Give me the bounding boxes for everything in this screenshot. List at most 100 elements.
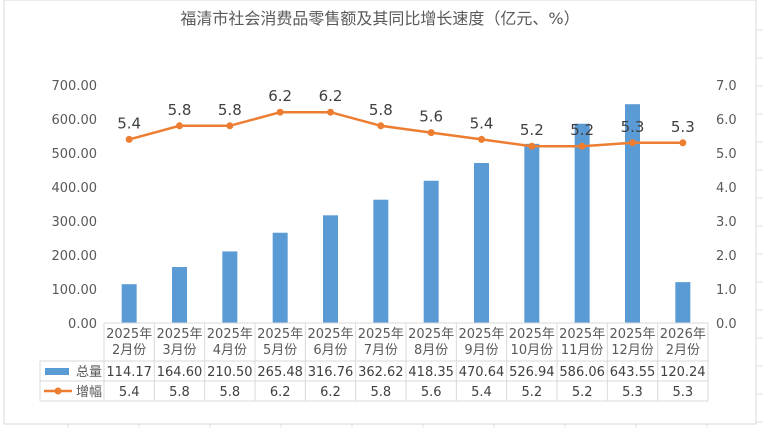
category-label: 2025年 — [106, 327, 152, 342]
bar-value-cell: 470.64 — [459, 365, 505, 380]
growth-point — [377, 122, 385, 130]
bar-value-cell: 114.17 — [106, 365, 152, 380]
bar — [675, 282, 691, 323]
category-label: 2025年 — [408, 327, 454, 342]
growth-data-label: 6.2 — [319, 87, 343, 105]
category-label: 4月份 — [213, 343, 247, 358]
growth-data-label: 5.3 — [671, 118, 695, 136]
left-tick-label: 500.00 — [52, 147, 98, 162]
growth-point — [226, 122, 234, 130]
growth-point — [176, 122, 183, 130]
category-label: 2025年 — [156, 327, 202, 342]
legend-key-bar — [45, 368, 69, 375]
bar — [121, 284, 137, 323]
bar — [474, 162, 489, 323]
bar-value-cell: 316.76 — [308, 365, 354, 380]
growth-value-cell: 5.8 — [370, 385, 391, 400]
growth-point — [578, 142, 586, 150]
category-label: 2025年 — [358, 327, 404, 342]
bar-value-cell: 265.48 — [257, 365, 303, 380]
bar — [524, 143, 540, 323]
growth-value-cell: 5.8 — [219, 385, 240, 400]
bar-value-cell: 586.06 — [559, 365, 605, 380]
growth-value-cell: 5.6 — [421, 385, 442, 400]
category-label: 7月份 — [364, 343, 398, 358]
growth-data-label: 5.8 — [168, 101, 192, 119]
growth-data-label: 5.8 — [218, 101, 242, 119]
category-label: 3月份 — [162, 343, 196, 358]
right-tick-label: 7.0 — [716, 79, 737, 94]
growth-data-label: 5.4 — [470, 114, 494, 132]
growth-value-cell: 5.2 — [572, 385, 593, 400]
right-tick-label: 3.0 — [716, 215, 737, 230]
growth-point — [327, 108, 334, 116]
category-label: 9月份 — [464, 343, 498, 358]
bar-value-cell: 164.60 — [157, 365, 203, 380]
category-label: 2月份 — [666, 343, 700, 358]
bar-value-cell: 526.94 — [509, 365, 555, 380]
bar — [172, 267, 187, 323]
category-label: 2025年 — [307, 327, 353, 342]
growth-line — [128, 110, 683, 148]
growth-point — [679, 139, 687, 147]
category-label: 2月份 — [112, 343, 146, 358]
left-tick-label: 200.00 — [52, 249, 98, 264]
growth-point — [478, 135, 485, 143]
growth-data-label: 5.2 — [520, 121, 544, 139]
left-tick-label: 600.00 — [52, 113, 98, 128]
growth-data-label: 5.3 — [621, 118, 645, 136]
bar — [423, 180, 439, 323]
growth-data-label: 5.6 — [419, 108, 443, 126]
growth-value-cell: 5.4 — [471, 385, 492, 400]
growth-value-cell: 6.2 — [320, 385, 341, 400]
chart-title: 福清市社会消费品零售额及其同比增长速度（亿元、%） — [180, 9, 579, 28]
category-label: 6月份 — [313, 343, 347, 358]
left-tick-label: 0.00 — [68, 317, 97, 332]
bar — [373, 199, 389, 323]
legend-label: 增幅 — [76, 385, 102, 400]
spreadsheet-grid — [67, 29, 763, 428]
left-tick-label: 300.00 — [52, 215, 98, 230]
bar-value-cell: 362.62 — [358, 365, 404, 380]
category-label: 11月份 — [561, 343, 604, 358]
growth-value-cell: 5.3 — [622, 385, 643, 400]
growth-data-label: 5.2 — [570, 121, 594, 139]
category-label: 2026年 — [660, 327, 706, 342]
bar — [574, 123, 590, 324]
right-tick-label: 0.0 — [716, 317, 737, 332]
left-tick-label: 400.00 — [52, 181, 98, 196]
growth-value-cell: 5.2 — [521, 385, 542, 400]
category-label: 2025年 — [257, 327, 303, 342]
bar — [272, 232, 288, 323]
growth-point — [276, 108, 284, 116]
category-label: 2025年 — [609, 327, 655, 342]
right-tick-label: 1.0 — [716, 283, 737, 298]
category-label: 12月份 — [611, 343, 654, 358]
growth-point — [528, 142, 536, 150]
growth-value-cell: 5.3 — [672, 385, 693, 400]
bar-value-cell: 210.50 — [207, 365, 253, 380]
category-label: 2025年 — [458, 327, 504, 342]
bar — [625, 104, 640, 324]
left-tick-label: 700.00 — [52, 79, 98, 94]
right-tick-label: 2.0 — [716, 249, 737, 264]
bar — [323, 215, 338, 323]
growth-point — [427, 129, 435, 137]
legend-key-marker — [54, 387, 62, 395]
growth-data-label: 5.8 — [369, 101, 393, 119]
growth-value-cell: 6.2 — [270, 385, 291, 400]
category-label: 2025年 — [509, 327, 555, 342]
growth-point — [629, 139, 636, 147]
left-tick-label: 100.00 — [52, 283, 98, 298]
category-label: 8月份 — [414, 343, 448, 358]
category-label: 2025年 — [559, 327, 605, 342]
right-tick-label: 5.0 — [716, 147, 737, 162]
bar-value-cell: 418.35 — [408, 365, 454, 380]
bar — [222, 251, 238, 323]
right-tick-label: 6.0 — [716, 113, 737, 128]
growth-value-cell: 5.8 — [169, 385, 190, 400]
category-label: 5月份 — [263, 343, 297, 358]
growth-value-cell: 5.4 — [119, 385, 140, 400]
right-tick-label: 4.0 — [716, 181, 737, 196]
